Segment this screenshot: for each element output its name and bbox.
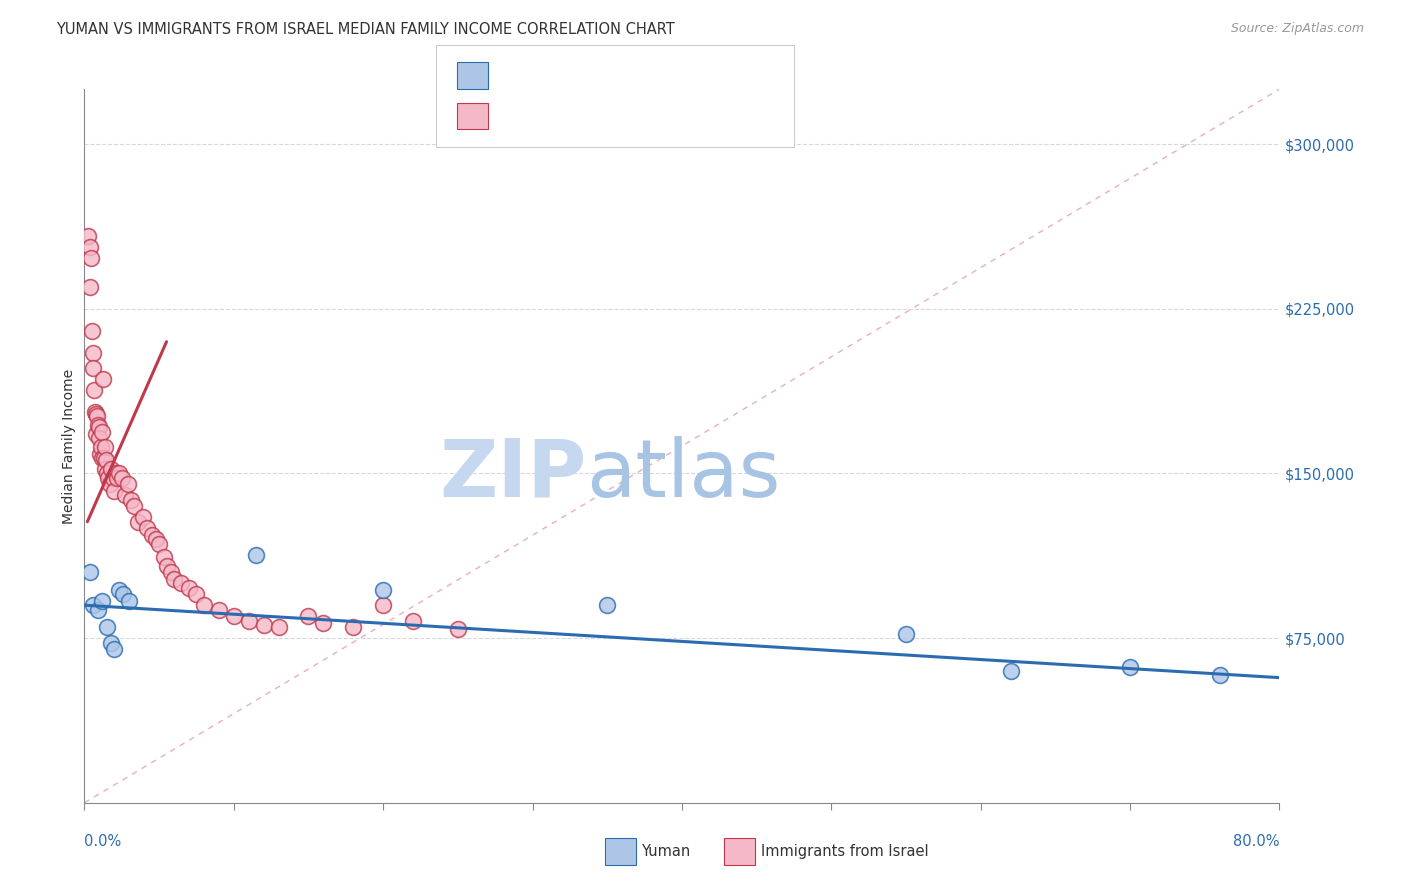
Point bbox=[86, 426, 108, 441]
Point bbox=[342, 620, 364, 634]
Text: Yuman: Yuman bbox=[641, 845, 690, 859]
Point bbox=[155, 558, 177, 573]
Point bbox=[141, 528, 163, 542]
Point bbox=[894, 626, 917, 640]
Text: 17: 17 bbox=[679, 65, 704, 83]
Point bbox=[97, 471, 120, 485]
Point bbox=[86, 409, 108, 424]
Text: N =: N = bbox=[633, 65, 669, 83]
Point bbox=[87, 420, 110, 434]
Text: atlas: atlas bbox=[586, 435, 780, 514]
Point bbox=[120, 492, 142, 507]
Point bbox=[91, 594, 114, 608]
Text: R =: R = bbox=[496, 105, 533, 123]
Point bbox=[91, 372, 114, 386]
Point bbox=[93, 440, 115, 454]
Text: 63: 63 bbox=[679, 105, 704, 123]
Point bbox=[84, 407, 107, 421]
Point bbox=[91, 451, 114, 466]
Text: N =: N = bbox=[633, 105, 669, 123]
Point bbox=[222, 609, 245, 624]
Point bbox=[253, 618, 276, 632]
Point bbox=[152, 549, 174, 564]
Point bbox=[83, 383, 105, 397]
Point bbox=[131, 510, 153, 524]
Point bbox=[87, 418, 110, 433]
Point bbox=[87, 602, 110, 616]
Point bbox=[89, 431, 111, 445]
Text: Immigrants from Israel: Immigrants from Israel bbox=[761, 845, 928, 859]
Point bbox=[103, 642, 125, 657]
Point bbox=[82, 361, 104, 376]
Point bbox=[148, 537, 170, 551]
Point bbox=[596, 598, 619, 612]
Point bbox=[96, 467, 118, 481]
Point bbox=[297, 609, 319, 624]
Point bbox=[267, 620, 290, 634]
Text: 0.200: 0.200 bbox=[548, 105, 605, 123]
Point bbox=[82, 598, 104, 612]
Text: -0.643: -0.643 bbox=[548, 65, 613, 83]
Point bbox=[145, 533, 167, 547]
Point bbox=[447, 623, 470, 637]
Text: ZIP: ZIP bbox=[439, 435, 586, 514]
Point bbox=[94, 462, 117, 476]
Text: Source: ZipAtlas.com: Source: ZipAtlas.com bbox=[1230, 22, 1364, 36]
Point bbox=[186, 587, 208, 601]
Point bbox=[90, 425, 112, 439]
Point bbox=[80, 252, 103, 266]
Point bbox=[98, 477, 121, 491]
Point bbox=[101, 471, 124, 485]
Point bbox=[177, 581, 200, 595]
Point bbox=[118, 594, 141, 608]
Point bbox=[90, 440, 112, 454]
Point bbox=[112, 587, 135, 601]
Point bbox=[1119, 659, 1142, 673]
Point bbox=[104, 467, 127, 481]
Point bbox=[127, 515, 149, 529]
Point bbox=[105, 471, 128, 485]
Point bbox=[170, 576, 193, 591]
Text: YUMAN VS IMMIGRANTS FROM ISRAEL MEDIAN FAMILY INCOME CORRELATION CHART: YUMAN VS IMMIGRANTS FROM ISRAEL MEDIAN F… bbox=[56, 22, 675, 37]
Point bbox=[107, 582, 129, 597]
Point bbox=[371, 598, 394, 612]
Point bbox=[100, 462, 122, 476]
Point bbox=[96, 620, 118, 634]
Point bbox=[1000, 664, 1022, 678]
Point bbox=[89, 447, 111, 461]
Point bbox=[79, 566, 101, 580]
Point bbox=[79, 280, 101, 294]
Point bbox=[371, 582, 394, 597]
Point bbox=[77, 229, 100, 244]
Point bbox=[103, 483, 125, 498]
Point bbox=[83, 405, 105, 419]
Point bbox=[107, 467, 129, 481]
Point bbox=[312, 615, 335, 630]
Point bbox=[94, 453, 117, 467]
Point bbox=[163, 572, 186, 586]
Text: 80.0%: 80.0% bbox=[1233, 834, 1279, 849]
Point bbox=[122, 500, 145, 514]
Point bbox=[245, 548, 267, 562]
Text: 0.0%: 0.0% bbox=[84, 834, 121, 849]
Point bbox=[100, 635, 122, 649]
Point bbox=[208, 602, 231, 616]
Point bbox=[79, 240, 101, 254]
Point bbox=[114, 488, 136, 502]
Point bbox=[80, 324, 103, 338]
Point bbox=[1208, 668, 1232, 682]
Point bbox=[93, 451, 115, 466]
Point bbox=[402, 614, 425, 628]
Point bbox=[193, 598, 215, 612]
Y-axis label: Median Family Income: Median Family Income bbox=[62, 368, 76, 524]
Point bbox=[117, 477, 139, 491]
Point bbox=[82, 345, 104, 359]
Point bbox=[111, 471, 134, 485]
Point bbox=[136, 521, 159, 535]
Text: R =: R = bbox=[496, 65, 533, 83]
Point bbox=[160, 566, 183, 580]
Point bbox=[238, 614, 260, 628]
